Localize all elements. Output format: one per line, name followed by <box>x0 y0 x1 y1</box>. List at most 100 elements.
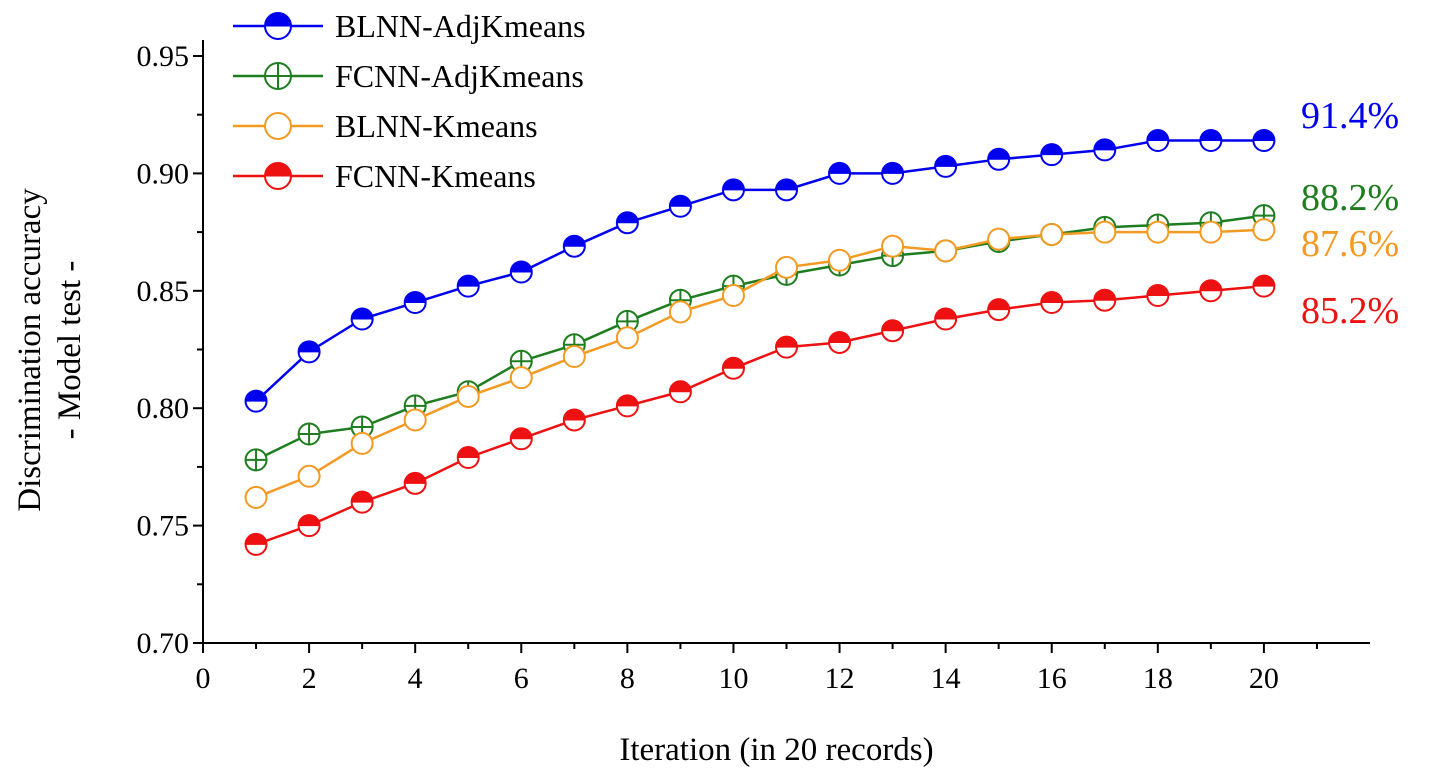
data-point <box>668 194 692 218</box>
legend-marker <box>264 12 292 40</box>
data-point <box>1146 129 1170 153</box>
legend-item: FCNN-AdjKmeans <box>233 58 584 94</box>
y-tick-label: 0.80 <box>137 392 190 425</box>
data-point <box>403 471 427 495</box>
data-point <box>456 274 480 298</box>
x-tick-label: 0 <box>196 662 211 695</box>
y-axis-title-line: - Model test - <box>52 261 88 440</box>
data-point <box>509 260 533 284</box>
legend-label: BLNN-Kmeans <box>335 108 538 144</box>
data-point <box>297 422 321 446</box>
end-value-label: 88.2% <box>1301 177 1399 219</box>
legend-item: BLNN-Kmeans <box>233 108 538 144</box>
data-point <box>1093 288 1117 312</box>
data-point <box>615 394 639 418</box>
data-point <box>509 366 533 390</box>
data-point <box>775 255 798 279</box>
data-point <box>244 448 268 472</box>
data-point <box>668 380 692 404</box>
data-point <box>403 291 427 315</box>
legend-label: FCNN-AdjKmeans <box>335 58 584 94</box>
data-point <box>244 389 268 413</box>
data-point <box>934 239 958 263</box>
end-value-label: 87.6% <box>1301 223 1399 265</box>
data-point <box>934 307 958 331</box>
data-point <box>1040 291 1064 315</box>
series-layer <box>244 129 1276 556</box>
x-tick-label: 8 <box>620 662 635 695</box>
data-point <box>350 431 374 455</box>
data-point <box>350 490 374 514</box>
data-point <box>881 161 905 185</box>
legend-label: FCNN-Kmeans <box>335 158 536 194</box>
legend-marker <box>264 112 292 140</box>
data-point <box>987 227 1011 251</box>
x-tick-label: 10 <box>718 662 748 695</box>
data-point <box>297 464 321 488</box>
data-point <box>1252 274 1276 298</box>
data-point <box>1252 129 1276 153</box>
legend: BLNN-AdjKmeans FCNN-AdjKmeans BLNN-Kmeans F… <box>233 8 586 194</box>
data-point <box>828 330 852 354</box>
data-point <box>456 384 480 408</box>
data-point <box>721 283 745 307</box>
data-point <box>987 147 1011 171</box>
data-point <box>1146 220 1170 244</box>
x-tick-label: 16 <box>1037 662 1067 695</box>
data-point <box>562 234 586 258</box>
data-point <box>881 234 905 258</box>
data-point <box>297 514 321 538</box>
x-tick-label: 18 <box>1143 662 1173 695</box>
data-point <box>775 335 798 359</box>
data-point <box>244 485 268 509</box>
data-point <box>828 248 852 272</box>
x-tick-label: 6 <box>514 662 529 695</box>
x-tick-label: 14 <box>931 662 961 695</box>
end-value-label: 91.4% <box>1301 95 1399 137</box>
legend-label: BLNN-AdjKmeans <box>335 8 586 44</box>
x-tick-label: 20 <box>1249 662 1279 695</box>
end-labels: 91.4% 88.2%87.6% 85.2% <box>1301 95 1399 332</box>
series-fcnn-kmeans <box>244 274 1276 556</box>
data-point <box>509 427 533 451</box>
x-tick-label: 12 <box>825 662 855 695</box>
data-point <box>1199 279 1223 303</box>
legend-marker <box>264 62 292 90</box>
x-tick-label: 2 <box>302 662 317 695</box>
y-axis-title-line: Discrimination accuracy <box>12 188 48 512</box>
data-point <box>987 298 1011 322</box>
data-point <box>1252 218 1276 242</box>
data-point <box>1199 129 1223 153</box>
legend-item: FCNN-Kmeans <box>233 158 536 194</box>
series-blnn-adjkmeans <box>244 129 1276 413</box>
data-point <box>403 408 427 432</box>
data-point <box>615 211 639 235</box>
data-point <box>934 154 958 178</box>
data-point <box>562 345 586 369</box>
y-tick-label: 0.70 <box>137 627 190 660</box>
data-point <box>1199 220 1223 244</box>
data-point <box>828 161 852 185</box>
data-point <box>350 307 374 331</box>
data-point <box>456 446 480 470</box>
data-point <box>562 408 586 432</box>
series-line <box>255 228 1264 499</box>
data-point <box>668 300 692 324</box>
x-axis-title: Iteration (in 20 records) <box>619 732 933 768</box>
data-point <box>1040 143 1064 167</box>
legend-marker <box>264 162 292 190</box>
data-point <box>775 178 798 202</box>
data-point <box>297 340 321 364</box>
data-point <box>1040 222 1064 246</box>
end-value-label: 85.2% <box>1301 290 1399 332</box>
y-tick-label: 0.90 <box>137 157 190 190</box>
data-point <box>1093 138 1117 162</box>
data-point <box>881 319 905 343</box>
data-point <box>1093 220 1117 244</box>
y-tick-label: 0.95 <box>137 40 190 73</box>
data-point <box>1146 283 1170 307</box>
y-tick-label: 0.85 <box>137 275 190 308</box>
y-tick-label: 0.75 <box>137 510 190 543</box>
data-point <box>721 178 745 202</box>
